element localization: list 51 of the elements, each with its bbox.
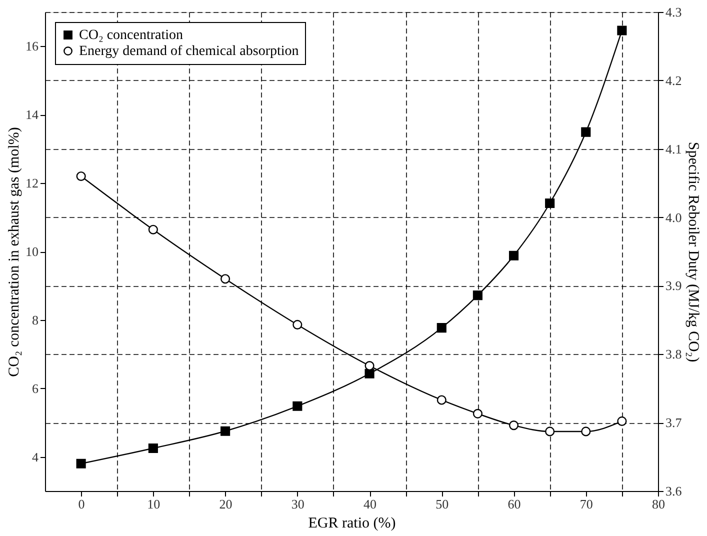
- point: [220, 426, 230, 436]
- point: [545, 426, 555, 436]
- point: [364, 368, 374, 378]
- point: [76, 458, 86, 468]
- point: [292, 320, 302, 330]
- y2-axis-title: Specific Reboiler Duty (MJ/kg CO₂): [684, 142, 701, 362]
- point: [581, 127, 591, 137]
- point: [508, 250, 519, 260]
- point: [581, 426, 591, 436]
- point: [472, 408, 482, 418]
- point: [436, 395, 446, 405]
- x-tick-label: 60: [508, 496, 521, 512]
- point: [148, 443, 158, 454]
- x-tick-label: 0: [78, 496, 85, 512]
- x-tick-label: 50: [436, 496, 449, 512]
- point: [76, 171, 86, 182]
- y-tick-label: 4: [32, 449, 39, 464]
- point: [472, 290, 482, 300]
- y-tick-label: 14: [26, 107, 39, 122]
- x-tick-label: 30: [291, 496, 304, 512]
- x-tick-label: 40: [364, 496, 377, 512]
- y2-tick-label: 4.2: [666, 72, 682, 88]
- point: [617, 26, 627, 36]
- x-tick-label: 80: [652, 496, 665, 512]
- x-axis-title: EGR ratio (%): [308, 516, 396, 532]
- point: [148, 224, 158, 234]
- y2-tick-label: 3.7: [666, 415, 682, 430]
- point: [292, 401, 302, 411]
- legend-label: Energy demand of chemical absorption: [79, 44, 299, 59]
- point: [436, 323, 446, 333]
- point: [545, 198, 555, 208]
- point: [508, 420, 519, 430]
- y2-tick-label: 3.8: [666, 346, 682, 362]
- y-tick-label: 10: [26, 244, 38, 259]
- y2-tick-label: 4.3: [666, 4, 682, 20]
- y2-tick-label: 3.6: [666, 484, 682, 498]
- y2-tick-label: 4.0: [666, 210, 682, 225]
- x-tick-label: 70: [580, 496, 593, 512]
- y-tick-label: 6: [32, 380, 39, 396]
- x-tick-label: 20: [219, 496, 232, 512]
- y-tick-label: 8: [32, 312, 38, 328]
- point: [220, 274, 230, 284]
- y2-tick-label: 4.1: [666, 141, 682, 156]
- point: [617, 416, 627, 426]
- y-tick-label: 12: [26, 176, 38, 191]
- point: [364, 361, 374, 371]
- legend-label: CO₂ concentration: [79, 28, 184, 43]
- y-axis-title: CO₂ concentration in exhaust gas (mol%): [6, 127, 22, 377]
- x-tick-label: 10: [147, 496, 160, 512]
- y-tick-label: 16: [26, 38, 39, 54]
- y2-tick-label: 3.9: [666, 278, 682, 294]
